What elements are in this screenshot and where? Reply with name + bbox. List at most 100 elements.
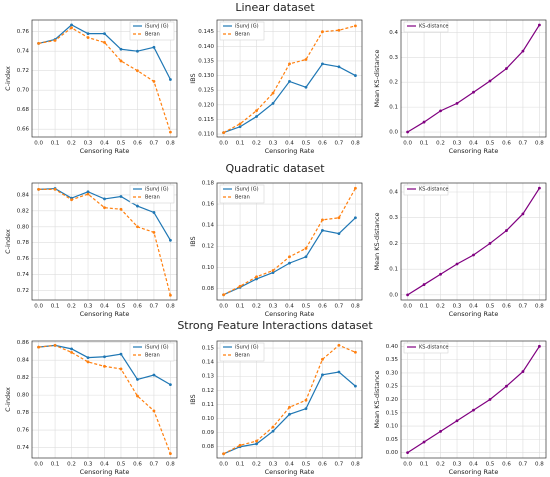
x-tick-label: 0.0 xyxy=(34,141,43,147)
marker xyxy=(255,277,258,281)
marker xyxy=(119,367,123,371)
x-tick-label: 0.8 xyxy=(351,462,360,468)
row-title: Strong Feature Interactions dataset xyxy=(177,319,373,332)
x-tick-label: 0.0 xyxy=(403,304,412,310)
y-tick-label: 0.125 xyxy=(198,88,214,94)
marker xyxy=(271,101,275,105)
legend-label: Beran xyxy=(235,32,250,38)
marker xyxy=(455,101,459,105)
x-tick-label: 0.6 xyxy=(318,141,327,147)
y-tick-label: 0.86 xyxy=(17,340,30,346)
y-tick-label: 0.12 xyxy=(202,244,214,250)
y-tick-label: 0.130 xyxy=(198,73,214,79)
marker xyxy=(136,378,139,381)
marker xyxy=(521,49,525,53)
legend-label: Beran xyxy=(145,195,160,201)
marker xyxy=(53,343,57,347)
marker xyxy=(86,32,90,36)
x-tick-label: 0.4 xyxy=(100,462,109,468)
x-tick-label: 0.2 xyxy=(252,141,261,147)
y-tick-label: 0.78 xyxy=(17,410,30,416)
legend-label: Beran xyxy=(145,353,160,359)
marker xyxy=(70,23,73,27)
marker xyxy=(304,246,308,250)
y-tick-label: 0.18 xyxy=(202,181,215,187)
marker xyxy=(222,452,225,456)
legend-label: KS-distance xyxy=(419,345,448,351)
marker xyxy=(354,186,357,190)
marker xyxy=(439,430,442,433)
marker xyxy=(538,186,541,190)
y-tick-label: 0.115 xyxy=(198,117,214,123)
x-tick-label: 0.5 xyxy=(302,141,311,147)
y-tick-label: 0.72 xyxy=(17,288,29,294)
x-tick-label: 0.4 xyxy=(100,141,109,147)
x-tick-label: 0.8 xyxy=(535,304,544,310)
y-tick-label: 0.00 xyxy=(386,450,399,456)
x-axis-label: Censoring Rate xyxy=(265,310,315,318)
marker xyxy=(86,190,90,194)
marker xyxy=(238,122,242,126)
y-tick-label: 0.13 xyxy=(202,374,215,380)
y-axis-label: IBS xyxy=(189,394,197,404)
marker xyxy=(288,80,291,83)
marker xyxy=(70,26,73,30)
marker xyxy=(238,443,242,447)
marker xyxy=(271,269,275,272)
y-tick-label: 0.40 xyxy=(386,344,399,350)
y-tick-label: 0.30 xyxy=(386,370,399,376)
y-tick-label: 0.110 xyxy=(198,132,214,138)
y-tick-label: 0.84 xyxy=(17,358,30,364)
marker xyxy=(136,225,139,229)
x-tick-label: 0.4 xyxy=(469,141,478,147)
marker xyxy=(488,79,492,83)
marker xyxy=(53,187,57,191)
subplot: 0.0 0.1 0.2 0.3 0.4 0.0 0.1 0.2 0.3 0.4 0.5 0.6 0.7 0… xyxy=(373,19,547,155)
marker xyxy=(521,370,525,373)
x-tick-label: 0.7 xyxy=(150,304,159,310)
marker xyxy=(538,23,541,27)
marker xyxy=(337,28,341,32)
y-tick-label: 0.74 xyxy=(17,272,30,278)
plot-frame xyxy=(216,19,363,138)
x-tick-label: 0.3 xyxy=(269,141,278,147)
y-tick-label: 0.08 xyxy=(202,444,215,450)
y-tick-label: 0.1 xyxy=(389,105,398,111)
legend-label: iSurvJ (G) xyxy=(145,24,169,30)
x-axis-label: Censoring Rate xyxy=(449,468,499,476)
x-tick-label: 0.2 xyxy=(436,304,445,310)
legend-label: iSurvJ (G) xyxy=(235,24,259,30)
y-tick-label: 0.4 xyxy=(389,190,398,196)
legend-box xyxy=(403,342,449,354)
marker xyxy=(304,58,308,61)
marker xyxy=(103,364,106,368)
marker xyxy=(136,394,139,398)
plot-frame xyxy=(216,182,363,301)
x-axis-label: Censoring Rate xyxy=(80,468,130,476)
marker xyxy=(255,442,258,446)
marker xyxy=(86,36,90,39)
x-tick-label: 0.1 xyxy=(236,462,245,468)
marker xyxy=(321,373,324,377)
legend-label: Beran xyxy=(235,195,250,201)
marker xyxy=(304,398,308,402)
marker xyxy=(455,419,459,423)
marker xyxy=(488,398,492,401)
marker xyxy=(521,212,525,216)
y-tick-label: 0.25 xyxy=(386,384,399,390)
x-tick-label: 0.3 xyxy=(269,462,278,468)
marker xyxy=(238,284,242,288)
legend-box xyxy=(403,184,449,196)
marker xyxy=(70,350,73,354)
x-tick-label: 0.3 xyxy=(453,141,462,147)
marker xyxy=(119,47,123,51)
x-tick-label: 0.5 xyxy=(302,462,311,468)
marker xyxy=(488,242,492,245)
legend-label: Beran xyxy=(145,32,160,38)
marker xyxy=(304,407,308,411)
x-axis-label: Censoring Rate xyxy=(265,468,315,476)
marker xyxy=(538,344,541,348)
marker xyxy=(337,370,341,374)
marker xyxy=(136,69,139,73)
marker xyxy=(86,192,90,196)
